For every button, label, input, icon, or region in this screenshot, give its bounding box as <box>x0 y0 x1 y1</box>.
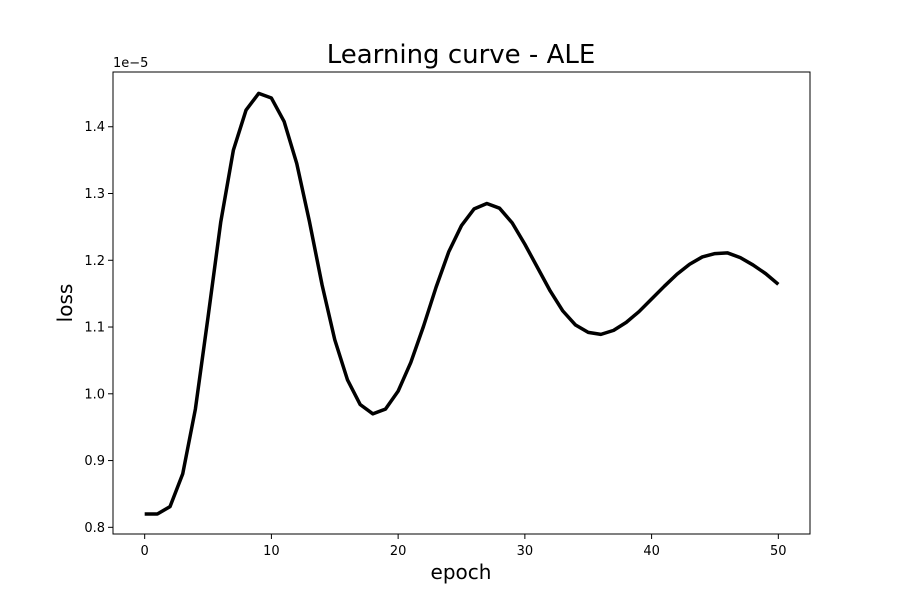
y-axis-title: loss <box>53 284 77 323</box>
y-tick-label: 1.1 <box>84 321 105 336</box>
y-tick-label: 0.8 <box>84 521 105 536</box>
x-tick-label: 50 <box>770 544 787 559</box>
x-axis-title: epoch <box>431 560 492 584</box>
x-tick-label: 0 <box>141 544 149 559</box>
x-tick-label: 30 <box>517 544 534 559</box>
plot-area-frame <box>112 71 811 535</box>
chart-title: Learning curve - ALE <box>327 40 596 70</box>
series-line-0 <box>144 91 780 516</box>
y-tick-label: 1.4 <box>84 120 105 135</box>
x-tick-label: 10 <box>263 544 280 559</box>
series-layer <box>144 91 780 516</box>
y-axis-offset-label: 1e−5 <box>113 56 148 71</box>
y-tick-label: 1.0 <box>84 387 105 402</box>
axis-ticks: 0 10 20 30 40 50 0.8 0.9 1.0 1.1 1.2 1.3 1.4 <box>84 120 786 559</box>
x-tick-label: 20 <box>390 544 407 559</box>
y-tick-label: 1.3 <box>84 187 105 202</box>
x-tick-label: 40 <box>643 544 660 559</box>
y-tick-label: 0.9 <box>84 454 105 469</box>
y-tick-label: 1.2 <box>84 254 105 269</box>
